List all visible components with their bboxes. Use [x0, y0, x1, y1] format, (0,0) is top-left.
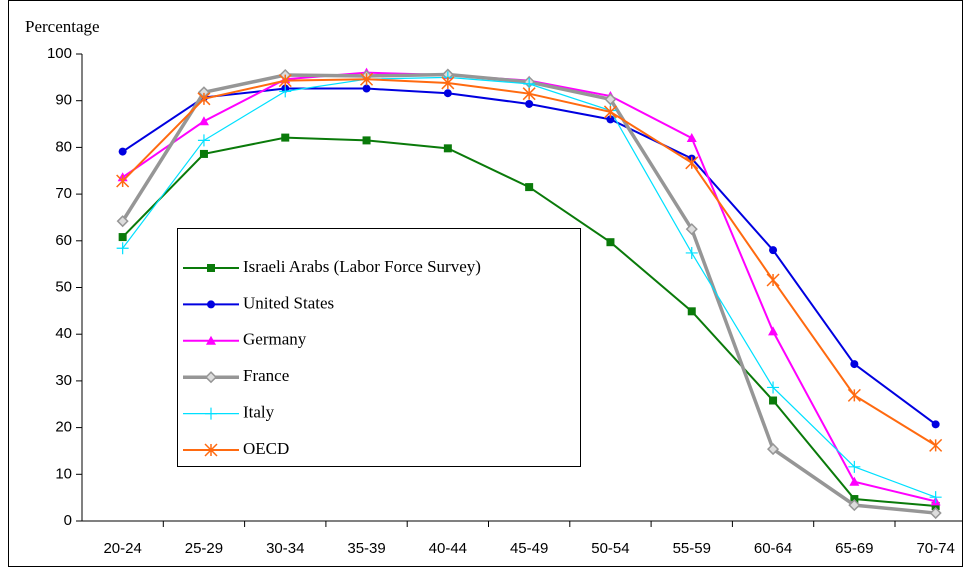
x-tick-label: 65-69	[835, 540, 873, 557]
y-tick-label: 20	[55, 419, 72, 436]
x-tick-label: 30-34	[266, 540, 304, 557]
x-tick-label: 40-44	[429, 540, 467, 557]
x-tick-label: 70-74	[916, 540, 954, 557]
marker	[768, 326, 779, 336]
y-tick-label: 10	[55, 465, 72, 482]
marker	[199, 149, 208, 158]
y-tick-label: 80	[55, 138, 72, 155]
marker	[686, 133, 697, 143]
marker	[929, 491, 942, 504]
marker	[848, 499, 861, 512]
legend-label: Israeli Arabs (Labor Force Survey)	[243, 257, 481, 276]
x-tick-label: 35-39	[347, 540, 385, 557]
marker	[118, 147, 127, 156]
marker	[849, 476, 860, 486]
marker	[443, 144, 452, 153]
marker	[525, 183, 534, 192]
x-tick-label: 45-49	[510, 540, 548, 557]
x-tick-label: 55-59	[673, 540, 711, 557]
marker	[847, 388, 861, 402]
marker	[767, 381, 780, 394]
marker	[204, 371, 218, 384]
marker	[116, 174, 130, 188]
marker	[603, 105, 617, 119]
marker	[441, 76, 455, 90]
marker	[929, 438, 943, 452]
y-tick-label: 0	[64, 512, 72, 529]
marker	[207, 264, 215, 272]
y-tick-label: 70	[55, 185, 72, 202]
marker	[116, 242, 129, 255]
legend-label: France	[243, 366, 289, 385]
marker	[685, 156, 699, 170]
legend-label: OECD	[243, 439, 289, 458]
y-tick-label: 50	[55, 278, 72, 295]
marker	[281, 133, 290, 142]
marker	[766, 273, 780, 287]
y-tick-label: 60	[55, 232, 72, 249]
marker	[929, 507, 942, 520]
marker	[278, 74, 292, 88]
x-tick-label: 20-24	[103, 540, 141, 557]
y-tick-label: 90	[55, 92, 72, 109]
marker	[197, 134, 210, 147]
marker	[769, 246, 778, 255]
y-tick-label: 30	[55, 372, 72, 389]
marker	[522, 87, 536, 101]
marker	[206, 335, 216, 345]
marker	[850, 495, 859, 504]
legend	[177, 228, 581, 467]
x-tick-label: 60-64	[754, 540, 792, 557]
y-tick-label: 40	[55, 325, 72, 342]
marker	[604, 93, 617, 106]
marker	[116, 215, 129, 228]
marker	[118, 233, 127, 242]
marker	[687, 307, 696, 316]
marker	[362, 84, 371, 93]
marker	[204, 443, 218, 457]
legend-label: Italy	[243, 403, 275, 422]
y-tick-label: 100	[47, 45, 72, 62]
marker	[685, 246, 698, 259]
marker	[606, 115, 615, 124]
marker	[931, 502, 940, 511]
marker	[931, 420, 940, 429]
marker	[443, 89, 452, 98]
legend-label: Germany	[243, 330, 307, 349]
y-axis-label: Percentage	[25, 17, 100, 36]
marker	[766, 443, 780, 456]
marker	[606, 238, 615, 247]
marker	[685, 223, 698, 236]
marker	[279, 85, 292, 98]
marker	[848, 460, 861, 473]
marker	[850, 360, 859, 369]
x-tick-label: 50-54	[591, 540, 629, 557]
marker	[198, 116, 209, 126]
marker	[197, 92, 211, 106]
legend-label: United States	[243, 293, 334, 312]
marker	[205, 407, 217, 420]
marker	[769, 396, 778, 405]
x-tick-label: 25-29	[185, 540, 223, 557]
marker	[207, 300, 215, 309]
marker	[360, 72, 374, 86]
marker	[525, 99, 534, 108]
marker	[362, 136, 371, 145]
